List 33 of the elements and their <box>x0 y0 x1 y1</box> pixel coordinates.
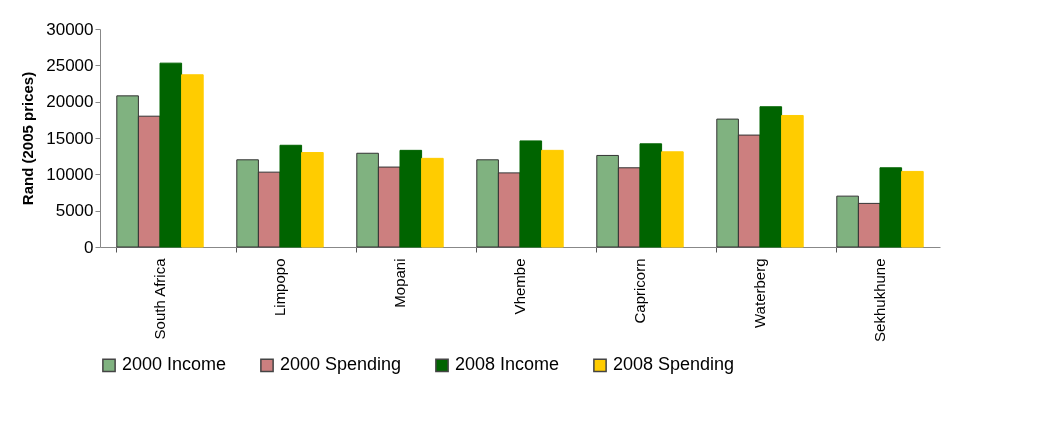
y-tick-label: 10000 <box>46 164 94 184</box>
legend-label: 2008 Income <box>455 354 560 375</box>
y-tick-label: 25000 <box>46 55 94 75</box>
y-tick-label: 30000 <box>46 19 94 39</box>
legend-label: 2000 Spending <box>280 354 402 375</box>
x-tick-label: Limpopo <box>271 258 288 317</box>
legend-label: 2008 Spending <box>613 354 735 375</box>
bar <box>781 114 804 248</box>
bar <box>279 144 303 248</box>
x-tick-label: Waterberg <box>751 258 768 328</box>
x-tick-label: Capricorn <box>631 258 648 324</box>
x-tick-label: Mopani <box>391 258 408 308</box>
bar <box>541 149 564 248</box>
bar <box>639 143 663 248</box>
bar <box>901 170 924 248</box>
y-tick-label: 0 <box>84 237 94 257</box>
x-tick-label: Vhembe <box>511 258 528 315</box>
bar <box>301 152 324 248</box>
bar <box>181 74 204 248</box>
bar <box>661 151 684 248</box>
bar <box>399 149 423 248</box>
bar <box>519 140 543 248</box>
y-tick-label: 5000 <box>55 201 94 221</box>
x-tick-label: Sekhukhune <box>871 258 888 342</box>
legend-label: 2000 Income <box>122 354 227 375</box>
bar <box>879 167 903 248</box>
y-tick-label: 20000 <box>46 92 94 112</box>
y-tick-label: 15000 <box>46 128 94 148</box>
bar <box>421 157 444 248</box>
bar <box>759 106 783 248</box>
y-axis-title: Rand (2005 prices) <box>19 71 37 206</box>
bar <box>159 62 183 248</box>
x-tick-label: South Africa <box>151 257 168 340</box>
